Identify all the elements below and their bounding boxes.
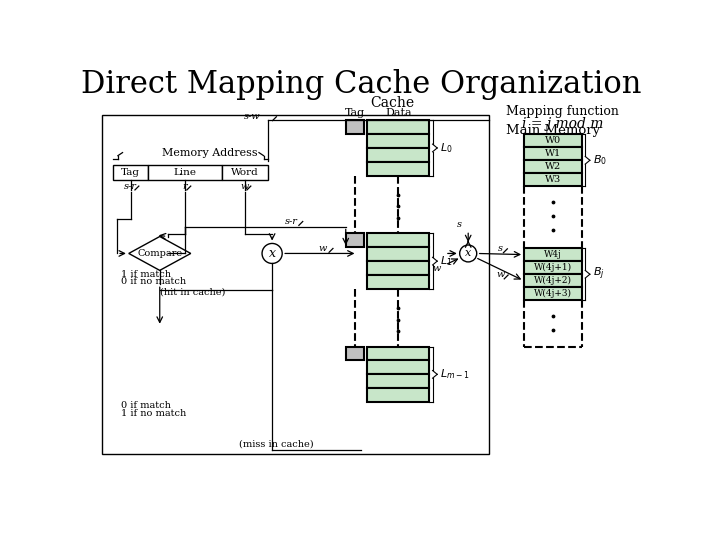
Text: 0 if no match: 0 if no match — [121, 278, 186, 286]
Bar — [367, 261, 429, 275]
Text: Mapping function: Mapping function — [506, 105, 619, 118]
Text: 1 if no match: 1 if no match — [121, 409, 186, 418]
Text: 1 if match: 1 if match — [121, 270, 171, 279]
Bar — [367, 148, 429, 162]
Text: (miss in cache): (miss in cache) — [239, 440, 313, 449]
Bar — [524, 160, 582, 173]
Text: Cache: Cache — [370, 96, 414, 110]
Text: W(4j+1): W(4j+1) — [534, 263, 572, 272]
Circle shape — [262, 244, 282, 264]
Polygon shape — [129, 237, 191, 271]
Bar — [367, 374, 429, 388]
Text: $L_0$: $L_0$ — [441, 141, 453, 155]
Bar — [367, 233, 429, 247]
Text: w: w — [318, 244, 327, 253]
Text: $L_1$: $L_1$ — [441, 254, 453, 268]
Text: w: w — [433, 265, 441, 273]
Text: $B_0$: $B_0$ — [593, 153, 607, 167]
Text: Line: Line — [174, 168, 197, 177]
Text: W0: W0 — [545, 136, 561, 145]
Bar — [524, 173, 582, 186]
Text: r: r — [183, 182, 187, 191]
Bar — [524, 248, 582, 261]
Bar — [367, 247, 429, 261]
Bar — [524, 147, 582, 160]
Text: i = j mod m: i = j mod m — [522, 117, 603, 131]
Text: W2: W2 — [545, 163, 561, 171]
Bar — [524, 134, 582, 147]
Bar — [148, 165, 222, 180]
Text: W(4j+2): W(4j+2) — [534, 276, 572, 285]
Bar — [524, 261, 582, 274]
Text: $L_{m-1}$: $L_{m-1}$ — [441, 367, 470, 381]
Text: Tag: Tag — [345, 107, 365, 118]
Text: s: s — [457, 220, 462, 229]
Bar — [346, 233, 364, 247]
Bar — [346, 347, 364, 361]
Bar — [524, 287, 582, 300]
Bar — [367, 388, 429, 402]
Text: W3: W3 — [545, 176, 561, 185]
Text: Word: Word — [231, 168, 259, 177]
Text: W1: W1 — [545, 149, 561, 158]
Text: w: w — [240, 182, 249, 191]
Text: Main Memory: Main Memory — [506, 124, 600, 137]
Bar — [367, 162, 429, 176]
Bar — [367, 275, 429, 289]
Bar — [346, 120, 364, 134]
Text: Data: Data — [385, 107, 412, 118]
Bar — [367, 134, 429, 148]
Bar — [222, 165, 269, 180]
Text: s-w: s-w — [244, 112, 261, 121]
Text: x: x — [465, 248, 472, 259]
Bar — [367, 120, 429, 134]
Text: x: x — [269, 247, 276, 260]
Bar — [113, 165, 148, 180]
Text: W4j: W4j — [544, 250, 562, 259]
Text: Memory Address: Memory Address — [162, 147, 258, 158]
Text: s-r: s-r — [285, 218, 298, 226]
Bar — [367, 361, 429, 374]
Text: (hit in cache): (hit in cache) — [161, 287, 225, 296]
Circle shape — [459, 245, 477, 262]
Text: $B_j$: $B_j$ — [593, 266, 605, 282]
Text: s-r: s-r — [125, 182, 137, 191]
Text: Direct Mapping Cache Organization: Direct Mapping Cache Organization — [81, 69, 642, 99]
Text: Compare: Compare — [138, 249, 182, 258]
Bar — [102, 115, 489, 454]
Text: W(4j+3): W(4j+3) — [534, 289, 572, 299]
Text: 0 if match: 0 if match — [121, 401, 171, 410]
Text: w: w — [497, 270, 505, 279]
Text: s: s — [498, 244, 503, 253]
Bar — [524, 274, 582, 287]
Bar — [367, 347, 429, 361]
Text: Tag: Tag — [121, 168, 140, 177]
